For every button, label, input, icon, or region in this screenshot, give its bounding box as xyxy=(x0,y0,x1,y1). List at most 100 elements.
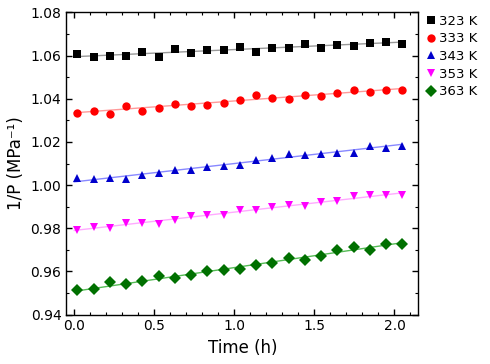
353 K xyxy=(351,194,357,198)
323 K xyxy=(221,48,227,53)
323 K xyxy=(204,48,210,52)
363 K xyxy=(123,282,129,286)
353 K xyxy=(318,199,324,204)
343 K xyxy=(253,157,259,162)
323 K xyxy=(286,46,292,50)
Line: 353 K: 353 K xyxy=(74,190,407,234)
363 K xyxy=(188,273,194,277)
343 K xyxy=(123,177,129,181)
333 K xyxy=(383,87,389,92)
333 K xyxy=(107,112,113,116)
353 K xyxy=(188,214,194,218)
363 K xyxy=(237,266,243,271)
353 K xyxy=(172,218,178,222)
323 K xyxy=(335,43,341,47)
343 K xyxy=(270,155,275,160)
323 K xyxy=(399,42,405,46)
Line: 363 K: 363 K xyxy=(74,240,407,294)
323 K xyxy=(123,54,129,58)
353 K xyxy=(237,208,243,213)
343 K xyxy=(140,173,146,177)
333 K xyxy=(351,88,357,92)
353 K xyxy=(123,221,129,225)
343 K xyxy=(156,171,162,175)
353 K xyxy=(302,204,308,208)
333 K xyxy=(140,109,146,113)
343 K xyxy=(237,163,243,167)
333 K xyxy=(172,102,178,107)
323 K xyxy=(270,46,275,51)
363 K xyxy=(221,268,227,272)
323 K xyxy=(367,41,373,46)
Line: 323 K: 323 K xyxy=(74,37,407,61)
353 K xyxy=(253,207,259,212)
353 K xyxy=(107,226,113,230)
333 K xyxy=(74,111,80,115)
333 K xyxy=(221,101,227,106)
363 K xyxy=(91,287,97,291)
353 K xyxy=(367,193,373,198)
353 K xyxy=(383,193,389,197)
343 K xyxy=(383,146,389,150)
363 K xyxy=(156,274,162,278)
323 K xyxy=(91,55,97,59)
343 K xyxy=(172,168,178,173)
343 K xyxy=(107,175,113,180)
333 K xyxy=(204,103,210,107)
363 K xyxy=(383,242,389,246)
323 K xyxy=(107,54,113,58)
353 K xyxy=(204,213,210,217)
343 K xyxy=(74,176,80,181)
363 K xyxy=(270,260,275,265)
343 K xyxy=(91,177,97,181)
333 K xyxy=(156,106,162,110)
363 K xyxy=(367,248,373,252)
Line: 333 K: 333 K xyxy=(74,86,407,118)
343 K xyxy=(399,144,405,149)
363 K xyxy=(107,280,113,284)
323 K xyxy=(318,46,324,50)
323 K xyxy=(383,40,389,44)
323 K xyxy=(351,44,357,48)
333 K xyxy=(237,98,243,102)
323 K xyxy=(302,42,308,47)
Line: 343 K: 343 K xyxy=(74,142,407,183)
363 K xyxy=(318,254,324,258)
363 K xyxy=(286,256,292,261)
333 K xyxy=(286,97,292,101)
363 K xyxy=(302,258,308,262)
323 K xyxy=(74,52,80,56)
343 K xyxy=(302,153,308,158)
363 K xyxy=(351,245,357,249)
353 K xyxy=(91,225,97,230)
323 K xyxy=(140,50,146,54)
Y-axis label: 1/P (MPa⁻¹): 1/P (MPa⁻¹) xyxy=(7,117,25,210)
363 K xyxy=(399,242,405,246)
363 K xyxy=(172,276,178,280)
323 K xyxy=(253,50,259,54)
343 K xyxy=(318,152,324,157)
333 K xyxy=(188,104,194,108)
343 K xyxy=(335,150,341,155)
333 K xyxy=(399,88,405,92)
353 K xyxy=(156,221,162,226)
343 K xyxy=(204,165,210,169)
343 K xyxy=(286,152,292,157)
363 K xyxy=(335,248,341,253)
353 K xyxy=(140,221,146,226)
363 K xyxy=(204,269,210,273)
333 K xyxy=(270,96,275,100)
363 K xyxy=(140,279,146,283)
343 K xyxy=(188,167,194,172)
343 K xyxy=(351,150,357,155)
343 K xyxy=(367,144,373,149)
323 K xyxy=(237,45,243,49)
333 K xyxy=(91,109,97,114)
353 K xyxy=(399,192,405,197)
333 K xyxy=(318,93,324,98)
Legend: 323 K, 333 K, 343 K, 353 K, 363 K: 323 K, 333 K, 343 K, 353 K, 363 K xyxy=(422,9,483,103)
333 K xyxy=(253,93,259,98)
X-axis label: Time (h): Time (h) xyxy=(208,339,277,357)
353 K xyxy=(335,199,341,203)
353 K xyxy=(221,213,227,218)
